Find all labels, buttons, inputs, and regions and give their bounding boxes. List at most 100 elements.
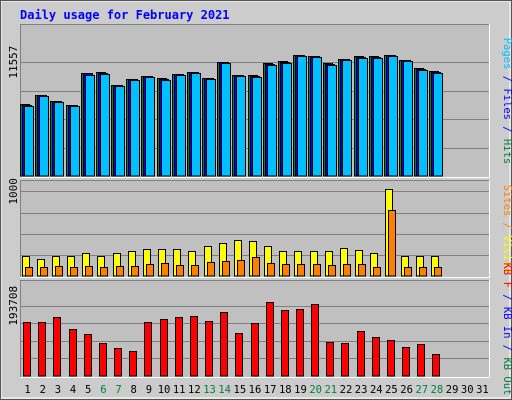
bar-pages-day-10 <box>161 80 171 177</box>
x-tick-day-26: 26 <box>400 384 413 396</box>
x-tick-day-18: 18 <box>279 384 292 396</box>
x-tick-day-5: 5 <box>85 384 91 396</box>
bar-kb-f-day-8 <box>129 351 137 377</box>
bar-pages-day-4 <box>70 106 80 177</box>
legend-entry: Pages <box>501 38 512 70</box>
series-kb-f <box>23 302 440 377</box>
bar-sites-day-8 <box>131 266 139 277</box>
x-tick-day-6: 6 <box>100 384 106 396</box>
bar-sites-day-17 <box>267 263 275 277</box>
bar-sites-day-7 <box>116 266 124 277</box>
bar-kb-f-day-14 <box>220 312 228 377</box>
legend-entry: KB In <box>501 307 512 339</box>
legend-entry: / <box>501 69 512 88</box>
right-legend: KB F / KB In / KB Out <box>501 263 512 396</box>
x-tick-day-9: 9 <box>146 384 152 396</box>
bar-pages-day-28 <box>433 73 443 177</box>
bar-kb-f-day-17 <box>266 302 274 377</box>
bar-kb-f-day-13 <box>205 321 213 377</box>
panel-visits-sites: 1000 Sites / Visits <box>7 178 512 278</box>
bar-kb-f-day-10 <box>160 319 168 377</box>
bar-pages-day-8 <box>130 80 140 177</box>
bar-sites-day-11 <box>176 265 184 277</box>
bar-sites-day-21 <box>328 265 336 277</box>
x-tick-day-27: 27 <box>415 384 428 396</box>
bar-pages-day-9 <box>145 77 155 177</box>
bar-sites-day-2 <box>40 267 48 277</box>
panel-kbin-kbout-kbf: 193708 KB F / KB In / KB Out <box>7 263 512 396</box>
bar-kb-f-day-28 <box>432 354 440 377</box>
bar-sites-day-10 <box>161 263 169 277</box>
x-tick-day-7: 7 <box>115 384 121 396</box>
bar-kb-f-day-16 <box>251 323 259 377</box>
x-tick-day-16: 16 <box>249 384 262 396</box>
bar-kb-f-day-2 <box>38 322 46 377</box>
bar-sites-day-20 <box>313 264 321 277</box>
bar-kb-f-day-23 <box>357 331 365 377</box>
x-tick-day-21: 21 <box>324 384 337 396</box>
x-tick-day-22: 22 <box>340 384 353 396</box>
bar-pages-day-19 <box>297 56 307 177</box>
legend-entry: / <box>501 338 512 357</box>
legend-entry: Sites <box>501 185 512 217</box>
bar-sites-day-6 <box>100 267 108 277</box>
right-legend: Pages / Files / Hits <box>501 38 512 164</box>
bar-kb-f-day-22 <box>341 343 349 377</box>
bar-sites-day-28 <box>434 267 442 277</box>
bar-sites-day-13 <box>207 262 215 277</box>
x-tick-day-15: 15 <box>234 384 247 396</box>
bar-pages-day-17 <box>267 65 277 177</box>
bar-kb-f-day-15 <box>235 333 243 377</box>
panels-group: 11557 Pages / Files / Hits 1000 Sites / Vis… <box>7 24 512 395</box>
x-tick-day-11: 11 <box>173 384 186 396</box>
bar-pages-day-21 <box>327 65 337 177</box>
bar-pages-day-20 <box>312 57 322 177</box>
chart-title: Daily usage for February 2021 <box>20 8 230 22</box>
x-tick-day-4: 4 <box>70 384 76 396</box>
x-tick-day-31: 31 <box>476 384 489 396</box>
bar-pages-day-23 <box>358 58 368 177</box>
bar-sites-day-3 <box>55 266 63 277</box>
legend-entry: / <box>501 288 512 307</box>
bar-kb-f-day-5 <box>84 334 92 377</box>
bar-kb-f-day-19 <box>296 309 304 377</box>
bar-sites-day-4 <box>70 267 78 277</box>
bar-pages-day-27 <box>418 70 428 177</box>
bar-kb-f-day-9 <box>144 322 152 377</box>
bar-kb-f-day-7 <box>114 348 122 377</box>
bar-pages-day-5 <box>85 75 95 177</box>
x-tick-day-10: 10 <box>158 384 171 396</box>
bar-kb-f-day-4 <box>69 329 77 377</box>
x-tick-day-8: 8 <box>131 384 137 396</box>
bar-pages-day-15 <box>236 76 246 177</box>
bar-sites-day-15 <box>237 260 245 277</box>
x-tick-day-23: 23 <box>355 384 368 396</box>
y-max-label: 1000 <box>7 178 20 205</box>
bar-kb-f-day-21 <box>326 342 334 377</box>
x-tick-day-17: 17 <box>264 384 277 396</box>
bar-sites-day-5 <box>85 266 93 277</box>
series-pages <box>24 56 443 177</box>
x-tick-day-19: 19 <box>294 384 307 396</box>
bar-pages-day-11 <box>176 75 186 177</box>
legend-entry: KB F <box>501 263 512 288</box>
bar-kb-f-day-11 <box>175 317 183 377</box>
bar-pages-day-12 <box>191 73 201 177</box>
bar-sites-day-19 <box>297 264 305 277</box>
bar-pages-day-2 <box>39 96 49 177</box>
bar-pages-day-16 <box>252 77 262 177</box>
x-tick-labels: 1 2 3 4 5 6 7 8 9 10 11 12 13 14 15 16 17 18 19 20 21 22 23 24 2… <box>24 384 488 396</box>
bar-sites-day-14 <box>222 261 230 277</box>
bar-pages-day-13 <box>206 79 216 177</box>
legend-entry: Hits <box>501 139 512 164</box>
y-max-label: 193708 <box>7 286 20 326</box>
bar-pages-day-26 <box>403 61 413 177</box>
x-tick-day-13: 13 <box>203 384 216 396</box>
bar-sites-day-26 <box>404 267 412 277</box>
y-max-label: 11557 <box>7 46 20 79</box>
right-legend: Sites / Visits <box>501 185 512 274</box>
legend-entry: KB Out <box>501 357 512 395</box>
x-tick-day-30: 30 <box>461 384 474 396</box>
bar-pages-day-22 <box>342 60 352 177</box>
